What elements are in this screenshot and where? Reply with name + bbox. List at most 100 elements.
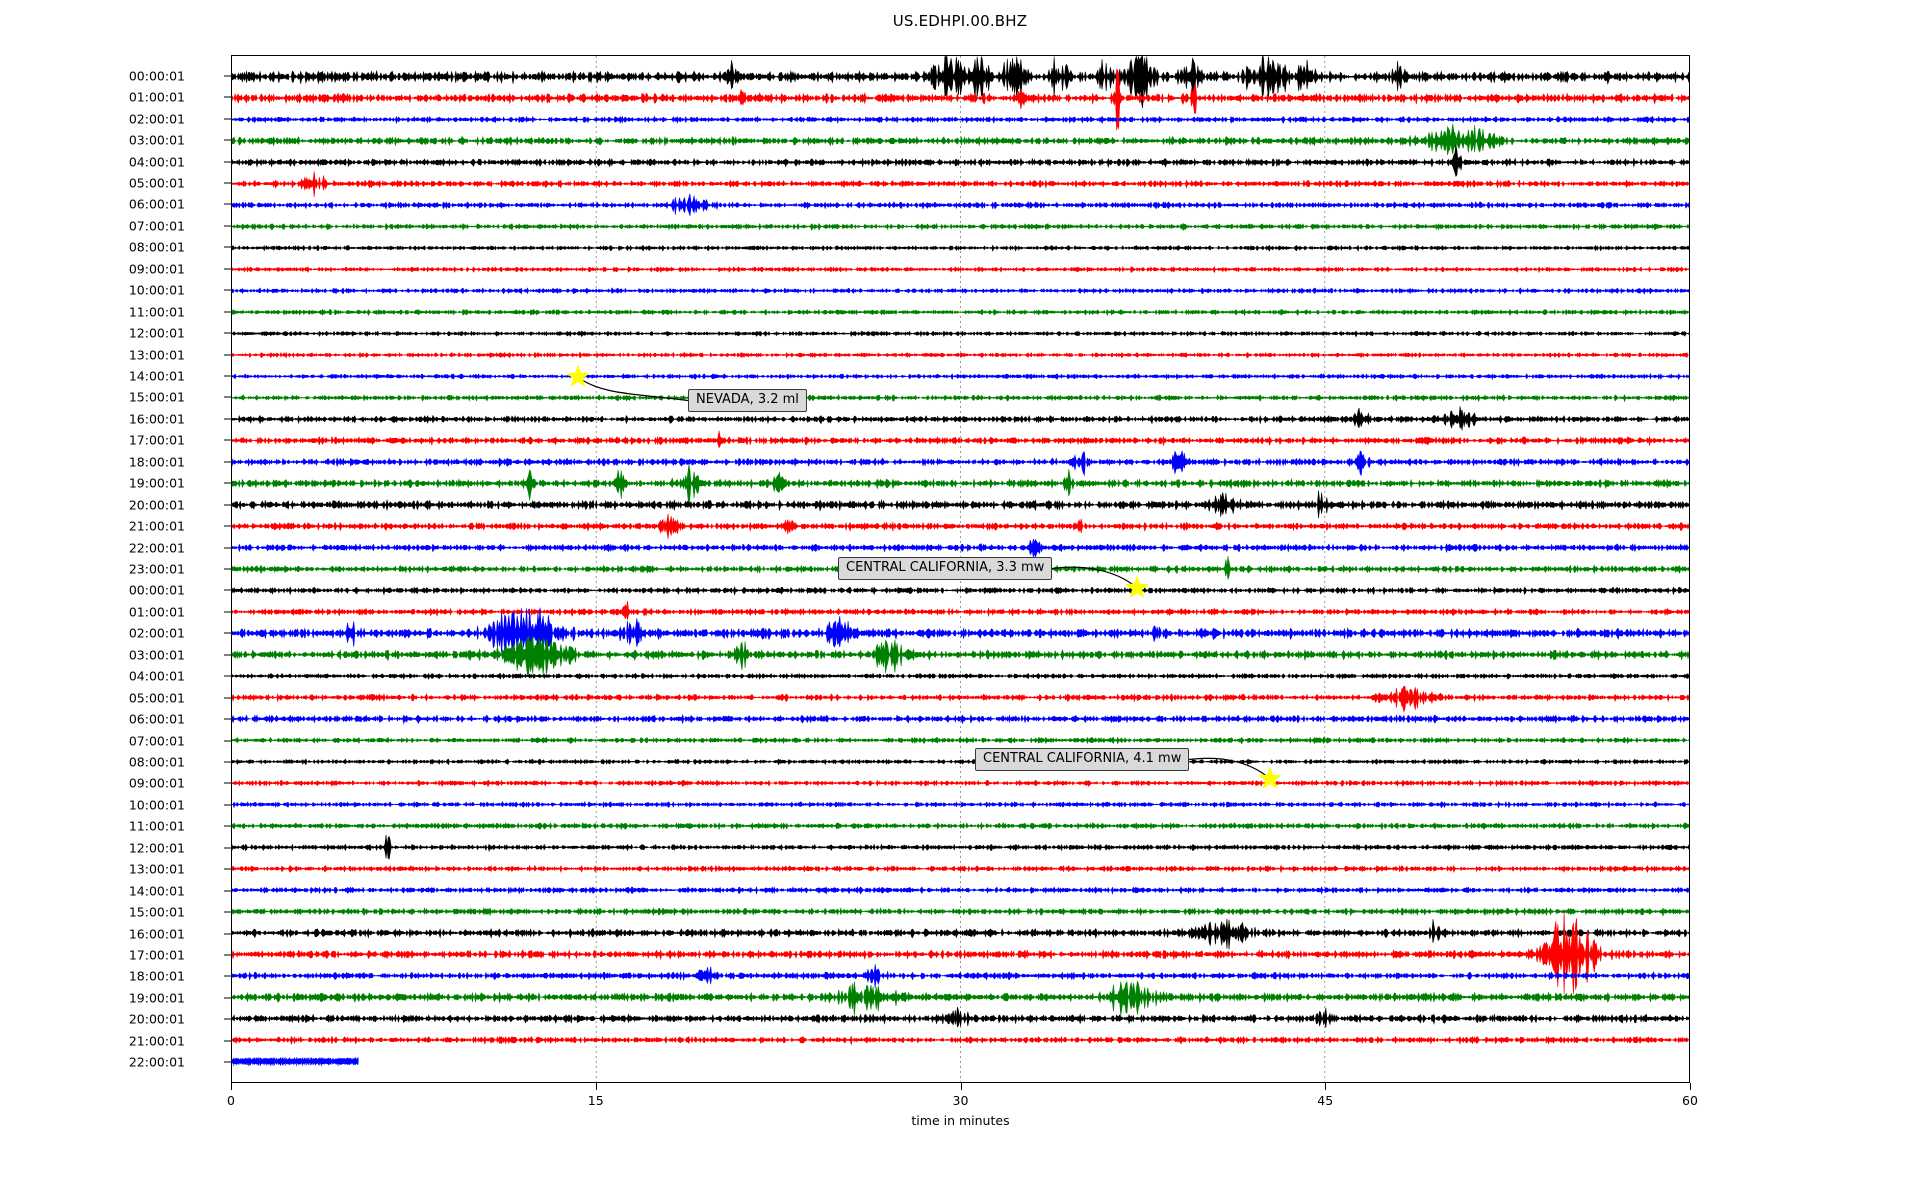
- trace-row: [232, 171, 1689, 198]
- trace-row: [232, 1035, 1689, 1046]
- y-axis-tick-mark: [224, 1018, 231, 1020]
- y-axis-tick-label: 09:00:01: [128, 775, 185, 791]
- y-axis-tick-label: 04:00:01: [128, 154, 185, 169]
- trace-row: [232, 490, 1689, 519]
- y-axis-tick-label: 14:00:01: [128, 883, 185, 899]
- y-axis-tick-label: 22:00:01: [128, 1054, 185, 1070]
- y-axis-tick-mark: [224, 975, 231, 977]
- y-axis-tick-mark: [224, 504, 231, 506]
- y-axis-tick-label: 04:00:01: [128, 668, 185, 684]
- y-axis-tick-mark: [224, 632, 231, 634]
- trace-row: [232, 600, 1689, 620]
- y-axis-tick-label: 07:00:01: [128, 733, 185, 749]
- event-annotation-label[interactable]: NEVADA, 3.2 ml: [688, 389, 807, 412]
- y-axis-tick-mark: [224, 161, 231, 162]
- trace-row: [232, 330, 1689, 338]
- x-axis-tick-label: 30: [952, 1093, 969, 1108]
- x-axis-title: time in minutes: [911, 1113, 1010, 1128]
- trace-row: [232, 406, 1689, 431]
- y-axis-tick-mark: [224, 96, 231, 98]
- x-axis-tick-label: 15: [587, 1093, 604, 1108]
- y-axis-tick-mark: [224, 933, 231, 935]
- y-axis-tick-mark: [224, 139, 231, 141]
- y-axis-tick-mark: [224, 782, 231, 784]
- y-axis-tick-mark: [224, 203, 231, 205]
- trace-row: [232, 607, 1689, 666]
- page-title: US.EDHPI.00.BHZ: [892, 12, 1028, 30]
- y-axis-tick-mark: [224, 354, 231, 356]
- y-axis-tick-label: 05:00:01: [128, 175, 185, 191]
- plot-area: [231, 55, 1690, 1083]
- trace-row: [232, 864, 1689, 874]
- y-axis-tick-mark: [224, 461, 231, 463]
- trace-row: [232, 394, 1689, 403]
- y-axis-tick-mark: [224, 225, 231, 227]
- trace-row: [232, 758, 1689, 766]
- trace-row: [232, 964, 1689, 988]
- y-axis-tick-label: 20:00:01: [128, 1011, 185, 1027]
- y-axis-tick-mark: [224, 268, 231, 270]
- y-axis-tick-mark: [224, 611, 231, 613]
- trace-row: [232, 144, 1689, 178]
- y-axis-tick-mark: [224, 1040, 231, 1042]
- y-axis-tick-label: 22:00:01: [128, 540, 185, 556]
- y-axis-tick-label: 23:00:01: [128, 561, 185, 577]
- y-axis-tick-mark: [224, 761, 231, 763]
- y-axis-tick-label: 11:00:01: [128, 304, 185, 320]
- x-axis-tick-mark: [595, 1083, 597, 1090]
- y-axis-tick-mark: [224, 418, 231, 420]
- trace-row: [232, 556, 1689, 580]
- trace-row: [232, 287, 1689, 295]
- x-axis-tick-label: 45: [1317, 1093, 1334, 1108]
- x-axis-tick-label: 60: [1682, 1093, 1698, 1108]
- event-annotation-label[interactable]: CENTRAL CALIFORNIA, 4.1 mw: [975, 748, 1190, 771]
- trace-row: [232, 308, 1689, 317]
- event-annotation-label[interactable]: CENTRAL CALIFORNIA, 3.3 mw: [838, 557, 1053, 580]
- y-axis-tick-label: 08:00:01: [128, 239, 185, 255]
- y-axis-tick-mark: [224, 740, 231, 742]
- y-axis-tick-label: 15:00:01: [128, 904, 185, 920]
- trace-row: [232, 821, 1689, 831]
- trace-row: [232, 68, 1689, 131]
- y-axis-tick-mark: [224, 954, 231, 956]
- y-axis-tick-label: 19:00:01: [128, 475, 185, 491]
- y-axis-tick-label: 09:00:01: [128, 261, 185, 277]
- trace-row: [232, 907, 1689, 917]
- trace-row: [232, 56, 1689, 109]
- y-axis-tick-mark: [224, 1061, 231, 1063]
- y-axis-tick-mark: [224, 525, 231, 527]
- x-axis-tick-mark: [1325, 1083, 1327, 1090]
- y-axis-tick-label: 03:00:01: [128, 132, 185, 148]
- y-axis-tick-label: 06:00:01: [128, 196, 185, 212]
- y-axis-tick-label: 16:00:01: [128, 926, 185, 942]
- trace-row: [232, 736, 1689, 745]
- y-axis-tick-mark: [224, 375, 231, 377]
- trace-row: [232, 910, 1689, 995]
- x-axis-tick-labels: 0 15 30 45 60: [227, 1083, 1698, 1133]
- y-axis-tick-label: 11:00:01: [128, 818, 185, 834]
- y-axis-tick-mark: [224, 997, 231, 999]
- y-axis-tick-label: 00:00:01: [128, 68, 185, 84]
- trace-row: [232, 244, 1689, 252]
- y-axis-tick-label: 02:00:01: [128, 625, 185, 641]
- trace-row: [232, 193, 1689, 216]
- trace-row: [232, 886, 1689, 895]
- trace-row: [232, 1006, 1689, 1028]
- y-axis-tick-label: 21:00:01: [128, 1033, 185, 1049]
- trace-row: [232, 918, 1689, 950]
- trace-row: [232, 980, 1689, 1017]
- trace-row: [232, 1056, 359, 1067]
- y-axis-tick-label: 14:00:01: [128, 368, 185, 384]
- x-axis-tick-mark: [960, 1083, 962, 1090]
- y-axis-tick-mark: [224, 547, 231, 549]
- y-axis-tick-label: 12:00:01: [128, 840, 185, 856]
- y-axis-tick-mark: [224, 825, 231, 827]
- y-axis-tick-label: 01:00:01: [128, 89, 185, 105]
- trace-row: [232, 586, 1689, 596]
- trace-row: [232, 713, 1689, 725]
- y-axis-tick-label: 08:00:01: [128, 754, 185, 770]
- y-axis-tick-mark: [224, 75, 231, 77]
- y-axis-tick-mark: [224, 804, 231, 806]
- y-axis-tick-label: 03:00:01: [128, 647, 185, 663]
